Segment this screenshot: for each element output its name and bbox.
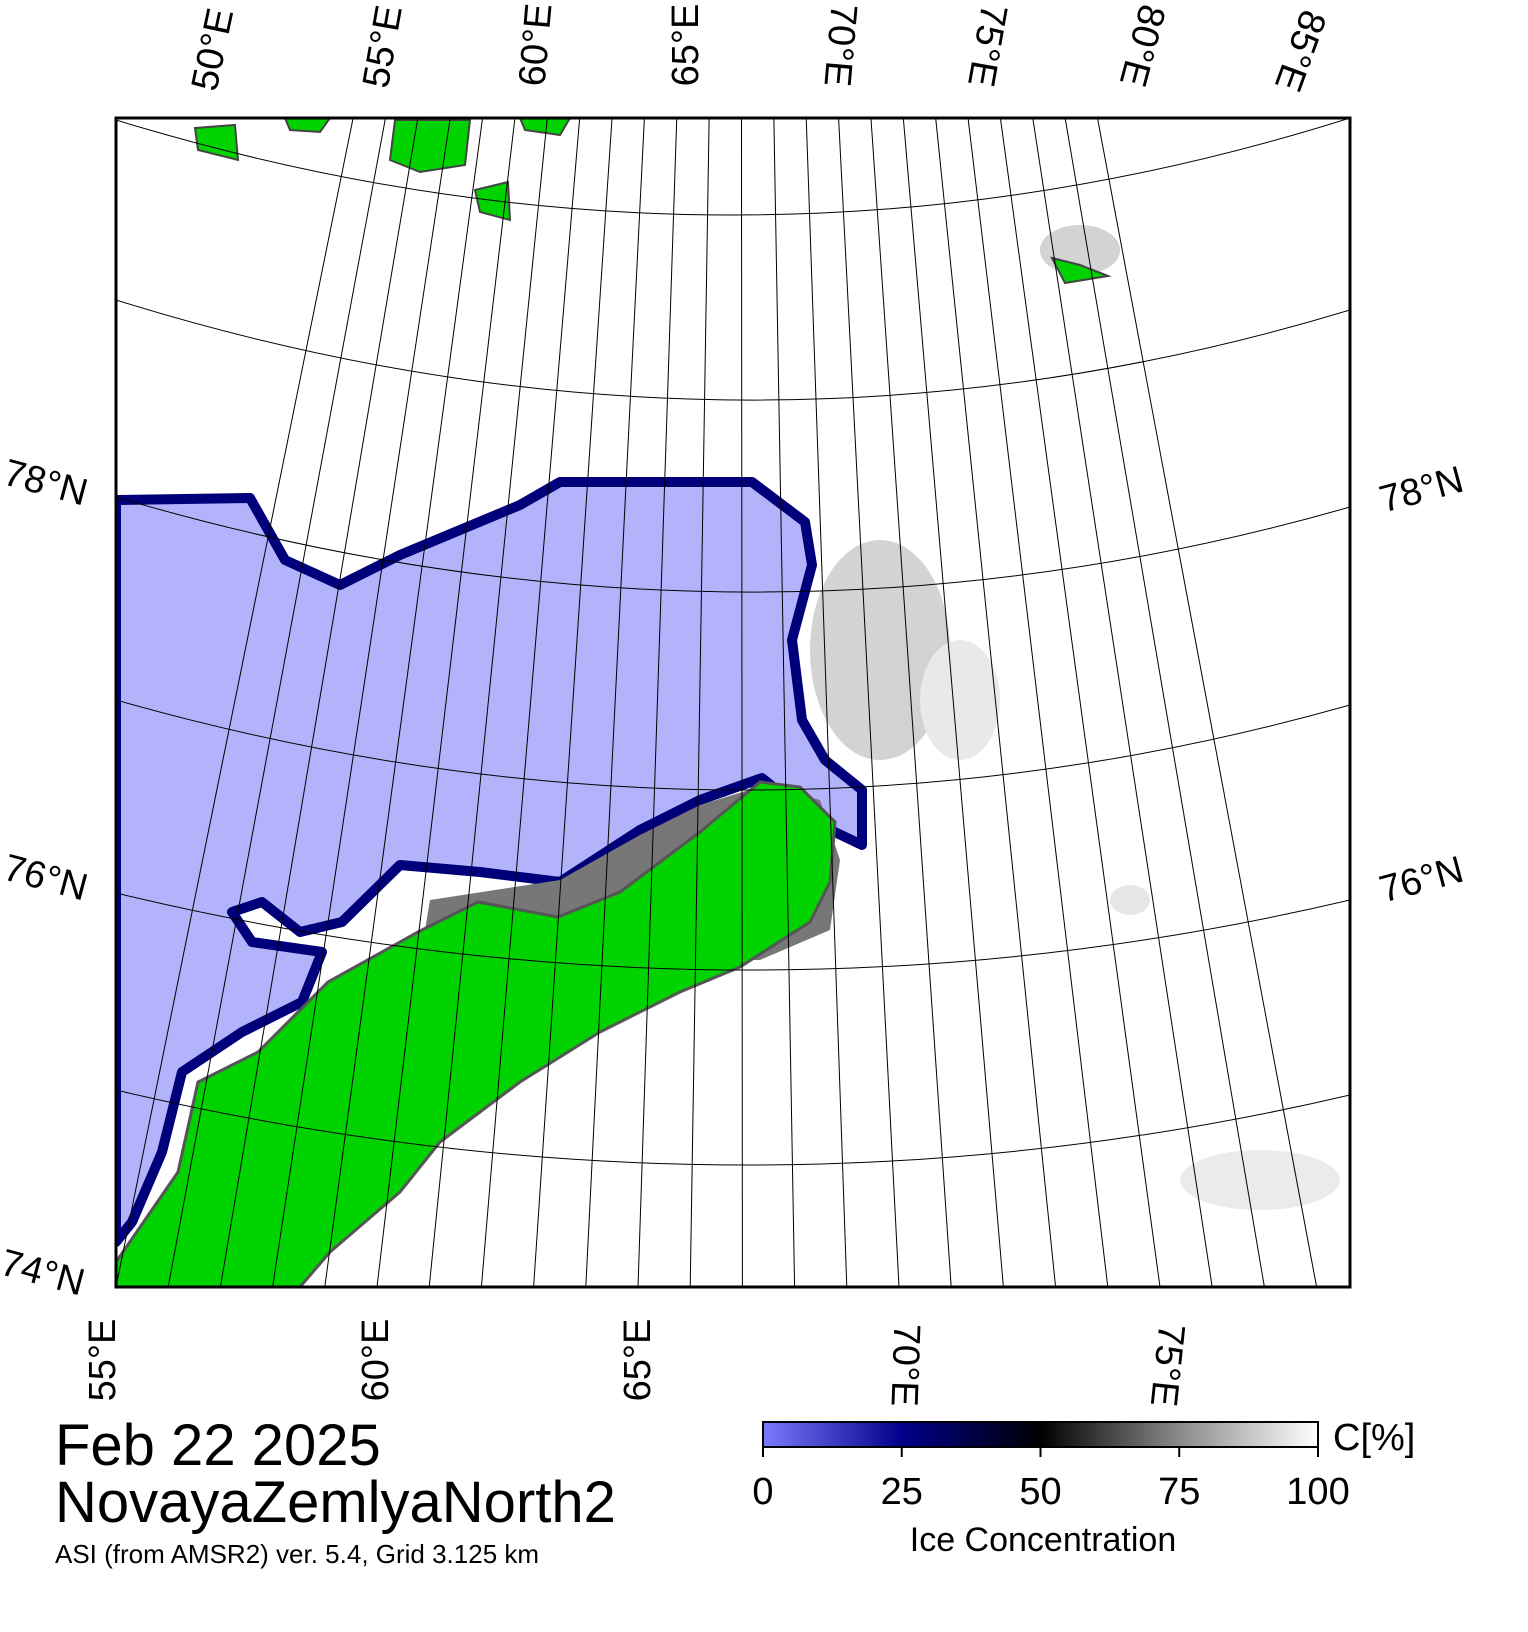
meridian bbox=[219, 118, 419, 1287]
meridian bbox=[376, 118, 516, 1287]
parallel bbox=[116, 118, 1350, 216]
meridian bbox=[1032, 118, 1213, 1287]
meridian bbox=[324, 118, 484, 1287]
coordinate-label: 60°E bbox=[355, 1319, 397, 1402]
parallel bbox=[116, 496, 1350, 593]
sea-ice bbox=[116, 477, 867, 1247]
coordinate-label: 75°E bbox=[1142, 1322, 1192, 1409]
colorbar-unit: C[%] bbox=[1333, 1417, 1415, 1459]
meridian bbox=[428, 118, 548, 1287]
coordinate-label: 60°E bbox=[512, 2, 561, 88]
parallel bbox=[116, 299, 1350, 401]
meridian bbox=[533, 118, 613, 1287]
island bbox=[473, 180, 512, 222]
colorbar-label: Ice Concentration bbox=[910, 1521, 1177, 1559]
meridian bbox=[935, 118, 1057, 1287]
meridian bbox=[585, 118, 645, 1287]
meridian bbox=[870, 118, 952, 1287]
coordinate-label: 76°N bbox=[0, 847, 92, 910]
meridian bbox=[999, 118, 1161, 1287]
date: Feb 22 2025 bbox=[55, 1413, 381, 1478]
island bbox=[1050, 256, 1112, 285]
meridian bbox=[167, 118, 386, 1287]
coordinate-label: 65°E bbox=[617, 1319, 659, 1402]
colorbar-tick-label: 50 bbox=[1019, 1471, 1061, 1513]
island bbox=[388, 119, 472, 174]
map-area bbox=[116, 118, 1350, 1287]
parallel bbox=[116, 699, 1350, 791]
coordinate-label: 55°E bbox=[82, 1319, 124, 1402]
parallel bbox=[116, 1089, 1350, 1166]
coordinate-label: 75°E bbox=[959, 1, 1015, 90]
novaya-zemlya bbox=[116, 780, 837, 1287]
meridian bbox=[967, 118, 1109, 1287]
colorbar bbox=[762, 1421, 1319, 1448]
sparse-ice bbox=[810, 225, 1340, 1210]
coordinate-label: 78°N bbox=[1375, 459, 1468, 522]
meridian bbox=[272, 118, 451, 1287]
colorbar-tick-label: 75 bbox=[1158, 1471, 1200, 1513]
coordinate-label: 70°E bbox=[815, 2, 864, 88]
meridian bbox=[480, 118, 581, 1287]
meridian bbox=[637, 118, 678, 1287]
meridian bbox=[1097, 118, 1318, 1287]
meridian bbox=[805, 118, 848, 1287]
product-info: ASI (from AMSR2) ver. 5.4, Grid 3.125 km bbox=[55, 1539, 539, 1569]
meridian bbox=[838, 118, 900, 1287]
coordinate-label: 70°E bbox=[883, 1323, 928, 1407]
meridian bbox=[116, 118, 354, 1287]
coordinate-label: 50°E bbox=[184, 5, 242, 95]
coordinate-label: 76°N bbox=[1375, 849, 1468, 912]
coordinate-label: 80°E bbox=[1111, 0, 1173, 91]
coordinate-label: 85°E bbox=[1266, 5, 1334, 97]
meridian bbox=[902, 118, 1004, 1287]
colorbar-tick-label: 0 bbox=[752, 1471, 773, 1513]
coordinate-label: 65°E bbox=[665, 4, 707, 87]
coordinate-label: 74°N bbox=[0, 1242, 89, 1305]
colorbar-tick-label: 25 bbox=[881, 1471, 923, 1513]
island bbox=[283, 118, 332, 134]
meridian bbox=[689, 118, 710, 1287]
meridian bbox=[773, 118, 796, 1287]
coordinate-label: 78°N bbox=[0, 452, 92, 515]
meridian bbox=[1064, 118, 1265, 1287]
map-frame bbox=[114, 116, 1352, 1289]
region: NovayaZemlyaNorth2 bbox=[55, 1470, 616, 1535]
meridian bbox=[740, 118, 743, 1287]
coordinate-label: 55°E bbox=[355, 2, 411, 91]
graticule bbox=[116, 118, 1350, 1287]
colorbar-tick-label: 100 bbox=[1286, 1471, 1349, 1513]
parallel bbox=[116, 892, 1350, 971]
island bbox=[518, 118, 572, 137]
